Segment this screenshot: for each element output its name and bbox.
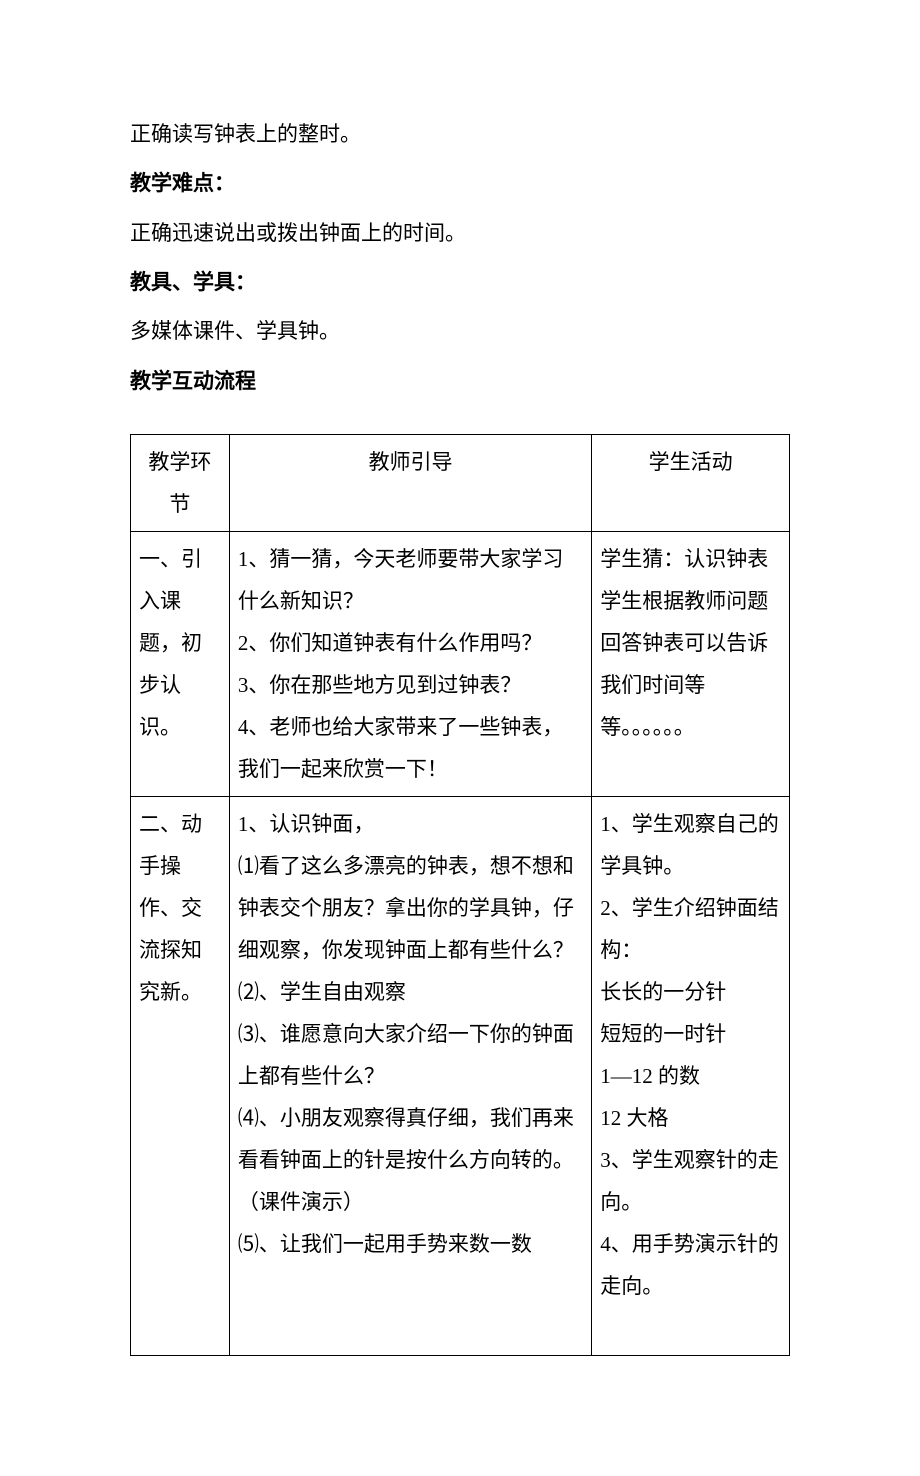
table-header-stage: 教学环节: [131, 435, 230, 532]
table-header-student: 学生活动: [592, 435, 790, 532]
heading-tools: 教具、学具：: [130, 258, 790, 307]
cell-student: 学生猜：认识钟表学生根据教师问题回答钟表可以告诉我们时间等等。。。。。。: [600, 538, 781, 748]
table-header-row: 教学环节 教师引导 学生活动: [131, 435, 790, 532]
cell-stage: 一、引入课题，初步认识。: [139, 538, 221, 748]
paragraph-body: 多媒体课件、学具钟。: [130, 307, 790, 356]
heading-difficulty: 教学难点：: [130, 159, 790, 208]
table-row: 二、动手操作、交流探知究新。 1、认识钟面，⑴看了这么多漂亮的钟表，想不想和钟表…: [131, 797, 790, 1356]
paragraph-body: 正确读写钟表上的整时。: [130, 110, 790, 159]
paragraph-body: 正确迅速说出或拨出钟面上的时间。: [130, 209, 790, 258]
cell-stage: 二、动手操作、交流探知究新。: [139, 803, 221, 1013]
cell-teacher: 1、猜一猜，今天老师要带大家学习什么新知识？2、你们知道钟表有什么作用吗？3、你…: [238, 538, 583, 790]
document-page: 正确读写钟表上的整时。 教学难点： 正确迅速说出或拨出钟面上的时间。 教具、学具…: [0, 0, 920, 1476]
cell-teacher: 1、认识钟面，⑴看了这么多漂亮的钟表，想不想和钟表交个朋友？拿出你的学具钟，仔细…: [238, 803, 583, 1265]
table-row: 一、引入课题，初步认识。 1、猜一猜，今天老师要带大家学习什么新知识？2、你们知…: [131, 532, 790, 797]
table-header-teacher: 教师引导: [229, 435, 591, 532]
lesson-flow-table: 教学环节 教师引导 学生活动 一、引入课题，初步认识。 1、猜一猜，今天老师要带…: [130, 434, 790, 1356]
cell-student: 1、学生观察自己的学具钟。2、学生介绍钟面结构：长长的一分针短短的一时针1—12…: [600, 803, 781, 1349]
heading-flow: 教学互动流程: [130, 357, 790, 406]
